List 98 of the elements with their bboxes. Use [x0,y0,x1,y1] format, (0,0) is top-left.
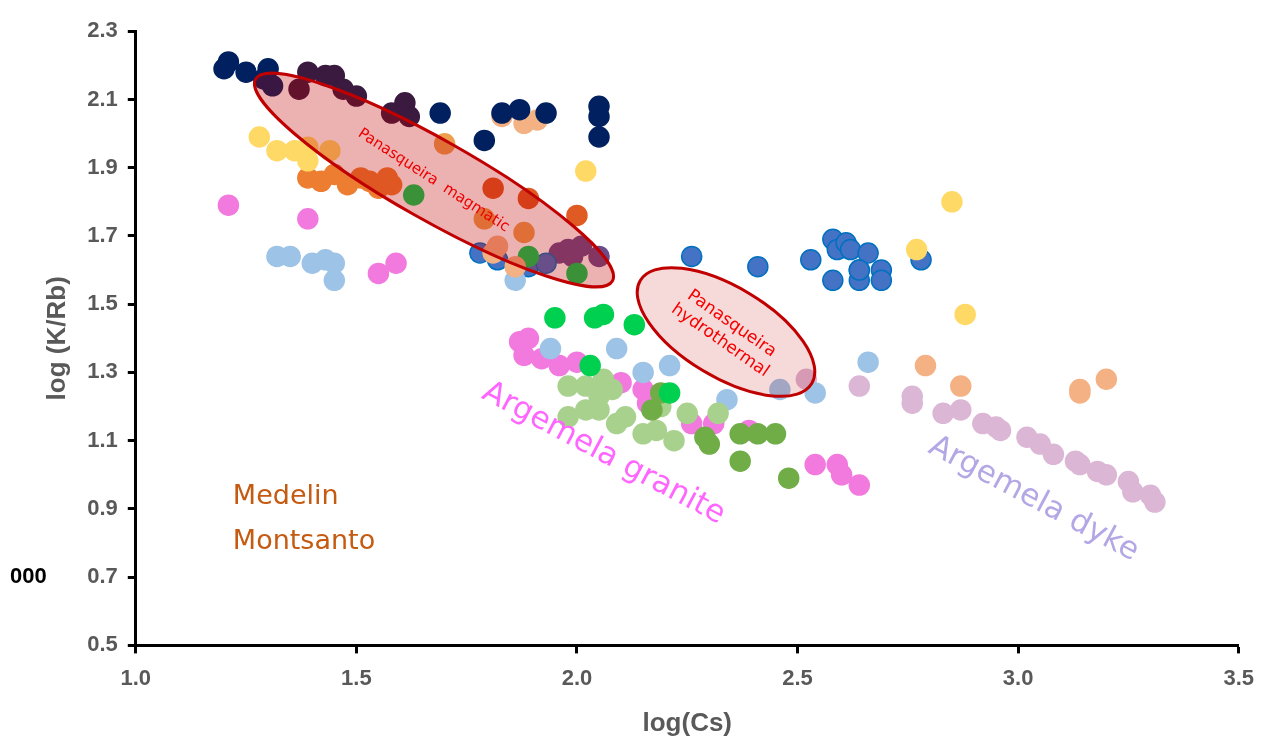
point [473,129,496,152]
y-tick-label: 1.9 [87,153,118,179]
point [535,102,557,124]
point [248,126,271,148]
point [822,269,844,292]
point [429,102,451,124]
y-tick-label: 1.7 [87,222,118,247]
y-tick-label: 2.1 [87,85,118,111]
point [539,337,562,360]
point [950,399,972,421]
x-axis-title: log(Cs) [642,706,733,737]
point [402,184,425,206]
point [870,269,893,292]
point [588,126,610,148]
point [517,327,540,350]
point [508,98,531,121]
y-axis-title: log (K/Rb) [40,276,71,401]
y-tick-label: 1.3 [87,358,118,384]
point [235,61,257,83]
annotation: Medelin [232,478,339,510]
point [848,474,871,496]
point [676,402,698,425]
point [729,450,751,472]
point [575,160,597,182]
point [217,51,240,73]
point [950,375,972,397]
point [764,423,787,445]
point [645,419,668,442]
point [513,344,535,367]
point [1069,453,1091,476]
point [658,382,681,404]
y-tick-label: 0.9 [87,494,118,520]
text: 000 [10,563,47,589]
point [1144,491,1166,513]
point [579,354,601,377]
x-tick-label: 3.0 [1002,664,1034,690]
point [632,361,654,384]
point [288,78,310,100]
point [504,255,526,278]
x-tick-label: 3.5 [1223,664,1255,690]
point [663,429,685,452]
point [932,402,954,425]
point [729,423,751,445]
point [319,139,341,162]
point [367,262,390,285]
point [804,453,826,476]
x-tick-label: 1.0 [120,664,152,690]
point [513,221,535,244]
point [680,245,703,268]
point [769,378,791,401]
point [566,204,588,227]
point [266,139,288,162]
point [914,354,937,377]
point [345,85,368,107]
x-tick-label: 2.0 [561,664,593,690]
point [707,402,729,425]
point [535,252,557,274]
point [623,313,646,336]
point [614,406,637,428]
point [830,464,853,486]
point [517,187,540,210]
point [777,467,800,489]
point [592,303,615,326]
point [857,351,879,373]
point [588,245,610,268]
point [217,194,240,216]
annotation: Montsanto [232,524,376,556]
point [804,382,826,404]
y-tick-label: 0.7 [87,563,118,589]
point [566,262,588,285]
point [1095,368,1118,390]
y-tick-label: 0.5 [87,631,118,657]
point [482,242,504,264]
point [323,269,346,292]
point [385,252,407,274]
point [747,255,769,278]
point [905,238,928,261]
point [641,399,663,421]
point [698,433,721,455]
point [544,307,566,329]
y-tick-label: 2.3 [87,17,118,43]
point [848,375,871,397]
point [261,75,284,97]
point [1122,481,1144,503]
x-tick-label: 2.5 [782,664,813,690]
point [297,208,319,230]
point [1095,464,1118,486]
point [398,105,421,128]
point [857,242,879,264]
x-tick-label: 1.5 [341,664,372,690]
point [839,238,862,261]
point [954,303,976,326]
point [800,249,822,271]
point [605,337,628,360]
y-tick-label: 1.5 [87,290,118,316]
point [747,423,769,445]
point [941,191,963,213]
y-tick-label: 1.1 [87,426,118,452]
